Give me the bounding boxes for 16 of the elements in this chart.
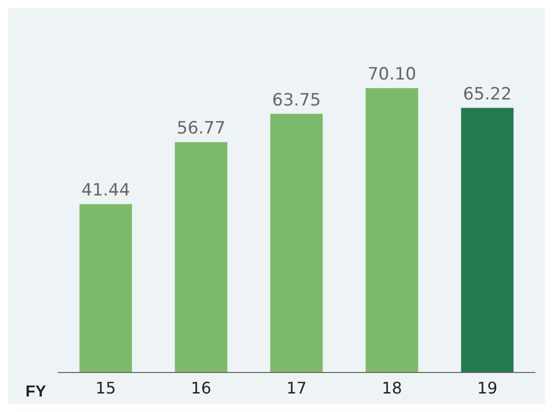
x-tick-label: 17 — [286, 378, 307, 398]
data-label: 70.10 — [368, 64, 416, 85]
x-tick-label: 19 — [477, 378, 498, 398]
bar — [79, 204, 132, 372]
x-tick-label: 16 — [190, 378, 212, 398]
bar — [461, 108, 514, 372]
bar — [174, 142, 228, 372]
x-tick-label: 15 — [96, 378, 116, 398]
x-axis-title: FY — [26, 384, 46, 400]
data-label: 65.22 — [462, 84, 512, 104]
bar — [366, 88, 418, 372]
x-tick-label: 18 — [382, 378, 402, 398]
data-label: 41.44 — [81, 180, 130, 201]
data-label: 63.75 — [272, 90, 321, 110]
bar — [270, 114, 323, 372]
data-label: 56.77 — [176, 118, 226, 139]
